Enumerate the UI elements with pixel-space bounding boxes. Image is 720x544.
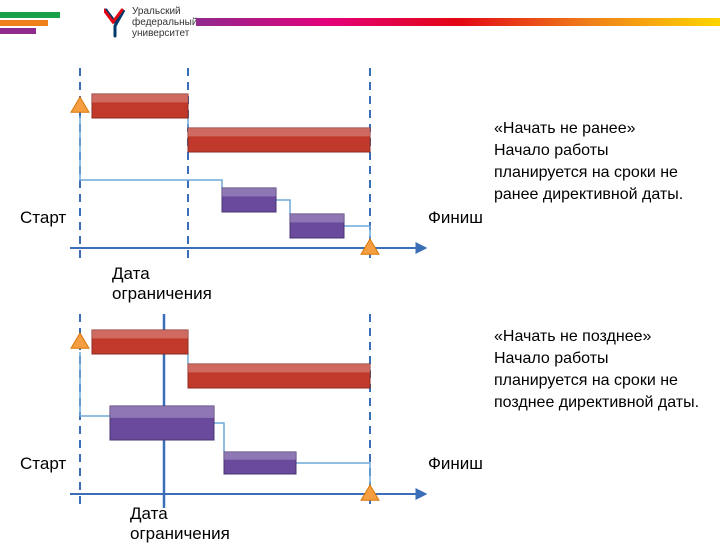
university-logo: Уральский федеральный университет <box>104 6 197 39</box>
start-label: Старт <box>20 454 66 474</box>
description-body: Начало работы планируется на сроки не ра… <box>494 140 704 206</box>
description-title: «Начать не ранее» <box>494 118 704 140</box>
start-label: Старт <box>20 208 66 228</box>
header-stripes-icon <box>0 12 60 36</box>
header-banner <box>196 18 720 26</box>
logo-y-icon <box>104 8 126 38</box>
logo-line: федеральный <box>132 17 197 28</box>
stripe <box>0 28 36 34</box>
description-bottom: «Начать не позднее» Начало работы планир… <box>494 326 704 414</box>
logo-line: университет <box>132 28 197 39</box>
stripe <box>0 12 60 18</box>
description-top: «Начать не ранее» Начало работы планируе… <box>494 118 704 206</box>
stripe <box>0 20 48 26</box>
finish-label: Финиш <box>428 454 483 474</box>
description-title: «Начать не позднее» <box>494 326 704 348</box>
constraint-date-label: Дата ограничения <box>112 264 232 304</box>
description-body: Начало работы планируется на сроки не по… <box>494 348 704 414</box>
finish-label: Финиш <box>428 208 483 228</box>
slide-header: Уральский федеральный университет <box>0 0 720 48</box>
logo-text: Уральский федеральный университет <box>132 6 197 39</box>
slide-content: Старт Финиш Дата ограничения Старт Финиш… <box>0 48 720 540</box>
constraint-date-label: Дата ограничения <box>130 504 250 544</box>
logo-line: Уральский <box>132 6 197 17</box>
